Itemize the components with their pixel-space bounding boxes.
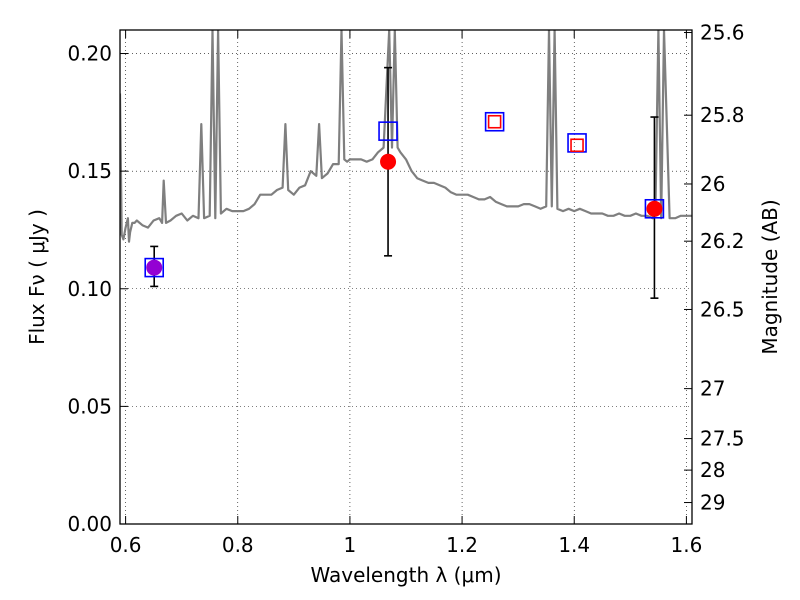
x-tick-label: 0.6 <box>110 533 142 557</box>
model-point <box>487 114 502 129</box>
y-tick-label: 0.05 <box>67 394 112 418</box>
y-axis-label: Flux Fν ( μJy ) <box>25 209 49 345</box>
spectrum-series <box>120 30 692 243</box>
y2-tick-label: 25.8 <box>700 103 745 127</box>
model-point <box>644 198 665 219</box>
y2-tick-label: 27.5 <box>700 427 745 451</box>
data-point <box>646 200 663 217</box>
y2-axis-label: Magnitude (AB) <box>758 199 782 354</box>
spectrum-line <box>120 30 692 243</box>
data-point <box>380 153 397 170</box>
y2-tick-label: 26.2 <box>700 229 745 253</box>
x-axis-ticks: 0.6 0.8 1 1.2 1.4 1.6 <box>110 30 702 557</box>
y-tick-label: 0.20 <box>67 42 112 66</box>
y-tick-label: 0.15 <box>67 159 112 183</box>
y2-tick-label: 26 <box>700 172 725 196</box>
y2-tick-label: 25.6 <box>700 21 745 45</box>
x-axis-label: Wavelength λ (μm) <box>310 563 501 587</box>
model-point <box>484 111 505 132</box>
x-tick-label: 1.6 <box>670 533 702 557</box>
y-tick-label: 0.00 <box>67 512 112 536</box>
y-axis-ticks: 0.00 0.05 0.10 0.15 0.20 <box>67 42 128 536</box>
model-point <box>144 257 165 278</box>
model-point <box>570 138 584 153</box>
plot-frame <box>119 29 693 525</box>
y-tick-label: 0.10 <box>67 277 112 301</box>
grid-lines <box>120 30 692 524</box>
y2-tick-label: 28 <box>700 458 725 482</box>
x-tick-label: 0.8 <box>222 533 254 557</box>
y2-axis-ticks: 25.6 25.8 26 26.2 26.5 27 27.5 28 29 <box>684 21 745 515</box>
x-tick-label: 1.4 <box>558 533 590 557</box>
photometry-points <box>144 66 665 299</box>
model-point <box>378 121 398 141</box>
x-tick-label: 1.2 <box>446 533 478 557</box>
y2-tick-label: 26.5 <box>700 297 745 321</box>
y2-tick-label: 29 <box>700 491 725 515</box>
y2-tick-label: 27 <box>700 377 725 401</box>
data-point <box>146 259 163 276</box>
x-tick-label: 1 <box>344 533 357 557</box>
